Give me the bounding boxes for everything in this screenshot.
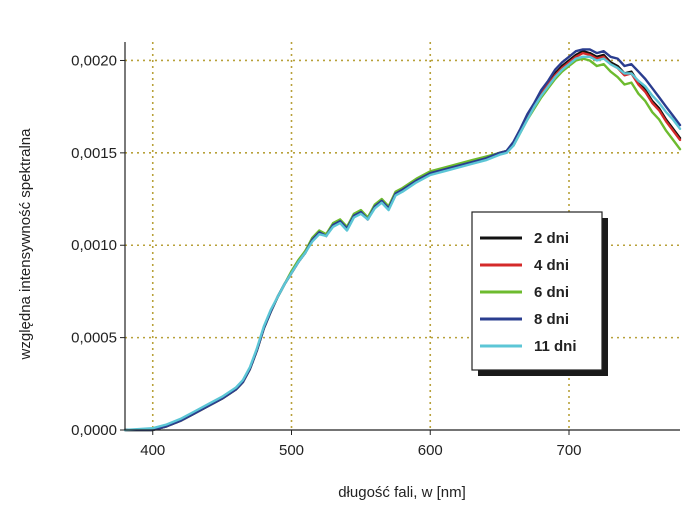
legend-label-1: 2 dni [534, 230, 569, 247]
y-tick-label: 0,0020 [71, 52, 117, 69]
y-tick-label: 0,0015 [71, 145, 117, 162]
legend: 2 dni 4 dni 6 dni 8 dni 11 dni [471, 211, 608, 376]
ticks: 400 500 600 700 0,0000 0,0005 0,0010 0,0015 0,00… [71, 52, 581, 459]
x-axis-title: długość fali, w [nm] [338, 484, 466, 501]
legend-items: 2 dni 4 dni 6 dni 8 dni 11 dni [480, 230, 577, 355]
x-tick-label: 500 [279, 442, 304, 459]
x-tick-label: 400 [140, 442, 165, 459]
x-tick-label: 700 [556, 442, 581, 459]
y-tick-label: 0,0010 [71, 237, 117, 254]
y-tick-label: 0,0005 [71, 330, 117, 347]
legend-label-2: 4 dni [534, 257, 569, 274]
series-line-5 [123, 55, 682, 432]
legend-label-3: 6 dni [534, 284, 569, 301]
y-tick-label: 0,0000 [71, 422, 117, 439]
legend-label-5: 11 dni [534, 338, 577, 355]
y-axis-title: względna intensywność spektralna [17, 128, 34, 361]
legend-label-4: 8 dni [534, 311, 569, 328]
axes [124, 42, 680, 431]
x-tick-label: 600 [418, 442, 443, 459]
series-layer [123, 48, 682, 432]
